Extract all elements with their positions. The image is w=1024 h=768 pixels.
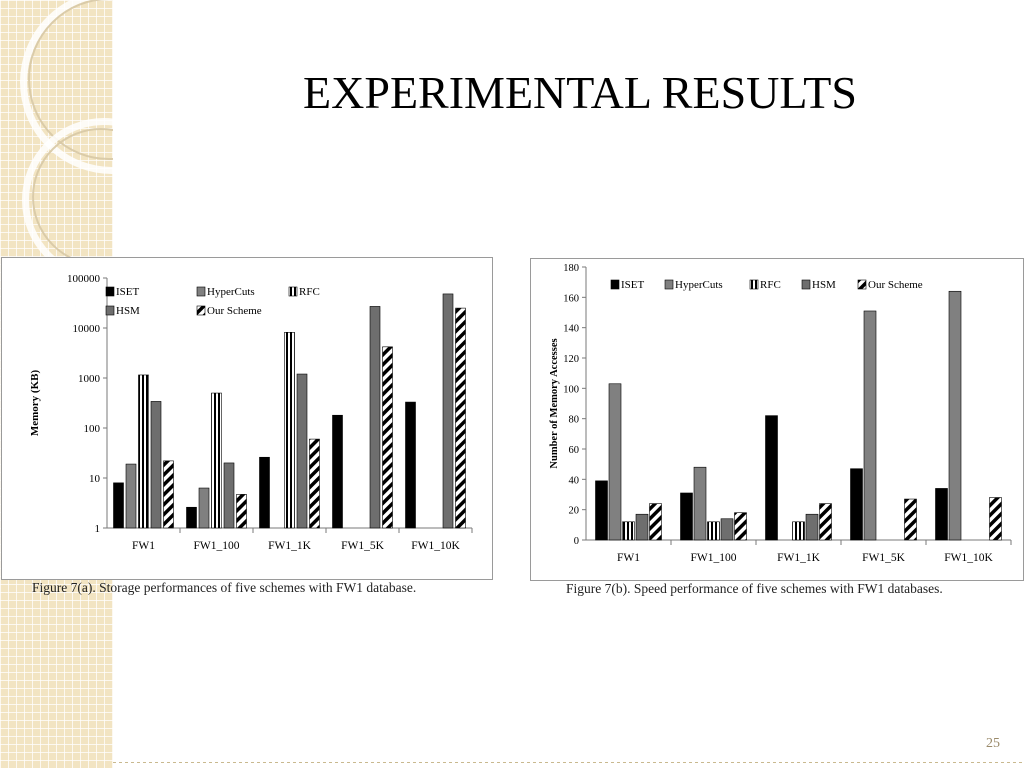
bar-iset-fw1-10k — [405, 401, 416, 529]
figure-7a-caption: Figure 7(a). Storage performances of fiv… — [32, 580, 417, 595]
y-tick-label: 100000 — [67, 273, 101, 285]
legend-label-rfc: RFC — [299, 286, 320, 298]
y-tick-label: 1000 — [78, 373, 101, 385]
bar-hypercuts-fw1 — [125, 463, 137, 529]
legend-label-iset: ISET — [116, 286, 140, 298]
bar-hsm-fw1-10k — [442, 293, 454, 529]
bar-hypercuts-fw1-5k — [863, 310, 877, 541]
legend-label-iset: ISET — [621, 279, 645, 291]
bar-rfc-fw1-1k — [792, 521, 805, 541]
bar-iset-fw1 — [113, 482, 124, 529]
x-tick-label: FW1_100 — [194, 540, 240, 552]
bar-hsm-fw1 — [635, 513, 649, 541]
legend-label-our-scheme: Our Scheme — [868, 279, 923, 291]
bar-our-scheme-fw1-1k — [819, 503, 832, 541]
legend-label-hsm: HSM — [116, 305, 140, 317]
x-tick-label: FW1_1K — [777, 552, 821, 564]
y-tick-label: 40 — [569, 475, 580, 486]
bar-our-scheme-fw1-10k — [989, 497, 1002, 541]
legend-label-rfc: RFC — [760, 279, 781, 291]
legend-swatch-our-scheme — [196, 305, 206, 316]
legend-label-our-scheme: Our Scheme — [207, 305, 262, 317]
y-tick-label: 120 — [563, 354, 579, 365]
bar-rfc-fw1 — [138, 374, 149, 529]
x-tick-label: FW1_10K — [411, 540, 460, 552]
x-tick-label: FW1_5K — [341, 540, 385, 552]
bar-iset-fw1-5k — [332, 414, 343, 529]
legend-label-hsm: HSM — [812, 279, 836, 291]
y-tick-label: 10000 — [73, 323, 101, 335]
y-tick-label: 160 — [563, 293, 579, 304]
bar-iset-fw1-1k — [259, 456, 270, 529]
bar-hypercuts-fw1 — [608, 383, 622, 541]
bar-iset-fw1-1k — [765, 415, 778, 541]
y-axis-label: Number of Memory Accesses — [549, 338, 560, 468]
bar-hsm-fw1-5k — [369, 306, 381, 529]
legend-swatch-rfc — [749, 279, 759, 290]
y-tick-label: 80 — [569, 415, 580, 426]
bar-our-scheme-fw1-5k — [904, 498, 917, 541]
y-tick-label: 0 — [574, 536, 579, 547]
legend-label-hypercuts: HyperCuts — [675, 279, 723, 291]
bar-iset-fw1 — [595, 480, 608, 541]
bar-our-scheme-fw1-10k — [455, 307, 466, 529]
bar-iset-fw1-10k — [935, 488, 948, 541]
bar-our-scheme-fw1-100 — [236, 494, 247, 529]
x-tick-label: FW1_10K — [944, 552, 993, 564]
y-tick-label: 100 — [84, 423, 101, 435]
bar-iset-fw1-100 — [680, 492, 693, 541]
bar-our-scheme-fw1-5k — [382, 346, 393, 529]
bar-hypercuts-fw1-100 — [198, 487, 210, 529]
bar-rfc-fw1-1k — [284, 332, 295, 529]
legend-swatch-iset — [610, 279, 620, 290]
legend-swatch-hypercuts — [196, 286, 206, 297]
bar-rfc-fw1-100 — [707, 521, 720, 541]
x-tick-label: FW1_100 — [691, 552, 737, 564]
bar-our-scheme-fw1 — [649, 503, 662, 541]
speed-chart: 0 20 40 60 80 100 120 140 160 180 Number of Memory… — [549, 263, 1012, 564]
bar-our-scheme-fw1-100 — [734, 512, 747, 541]
y-tick-label: 100 — [563, 384, 579, 395]
legend-swatch-iset — [105, 286, 115, 297]
bottom-divider — [113, 762, 1024, 763]
legend-swatch-hsm — [801, 279, 811, 290]
bar-hsm-fw1-100 — [223, 462, 235, 529]
bar-our-scheme-fw1-1k — [309, 438, 320, 529]
legend-swatch-hypercuts — [664, 279, 674, 290]
x-tick-label: FW1 — [132, 540, 155, 552]
figure-7a-frame: 1 10 100 1000 10000 100000 Memory (KB) FW1 FW1_1… — [1, 257, 493, 580]
y-tick-label: 140 — [563, 324, 579, 335]
slide-number: 25 — [986, 736, 1000, 751]
y-tick-label: 180 — [563, 263, 579, 274]
x-tick-label: FW1_5K — [862, 552, 906, 564]
y-tick-label: 10 — [89, 473, 101, 485]
legend-swatch-our-scheme — [857, 279, 867, 290]
bar-hypercuts-fw1-10k — [948, 290, 962, 541]
bar-rfc-fw1-100 — [211, 392, 222, 529]
y-axis-label: Memory (KB) — [29, 370, 41, 437]
bar-hsm-fw1-100 — [720, 518, 734, 541]
legend-label-hypercuts: HyperCuts — [207, 286, 255, 298]
bar-iset-fw1-5k — [850, 468, 863, 541]
bar-hsm-fw1 — [150, 401, 162, 529]
y-tick-label: 60 — [569, 445, 580, 456]
bar-hsm-fw1-1k — [805, 513, 819, 541]
bar-rfc-fw1 — [622, 521, 635, 541]
bar-iset-fw1-100 — [186, 506, 197, 529]
storage-chart: 1 10 100 1000 10000 100000 Memory (KB) FW1 FW1_1… — [29, 273, 473, 552]
legend-swatch-rfc — [288, 286, 298, 297]
slide-title: EXPERIMENTAL RESULTS — [303, 67, 857, 118]
bar-hsm-fw1-1k — [296, 373, 308, 529]
figure-7b-frame: 0 20 40 60 80 100 120 140 160 180 Number of Memory… — [530, 258, 1024, 581]
y-tick-label: 20 — [569, 506, 580, 517]
figure-7b-caption: Figure 7(b). Speed performance of five s… — [566, 581, 943, 596]
x-tick-label: FW1 — [617, 552, 640, 564]
legend-swatch-hsm — [105, 305, 115, 316]
bar-our-scheme-fw1 — [163, 460, 174, 529]
bar-hypercuts-fw1-100 — [693, 466, 707, 541]
x-tick-label: FW1_1K — [268, 540, 312, 552]
y-tick-label: 1 — [95, 523, 101, 535]
